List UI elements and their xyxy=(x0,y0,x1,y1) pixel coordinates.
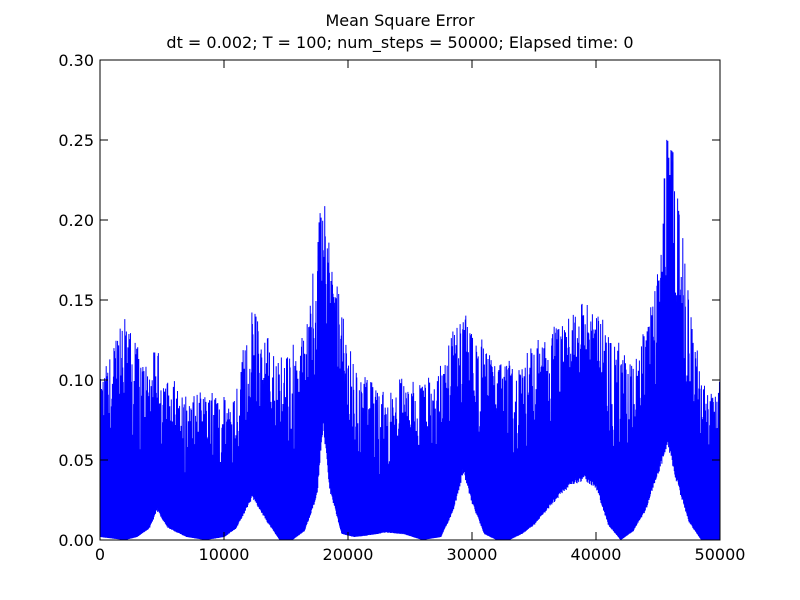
x-tick-label: 40000 xyxy=(571,545,622,564)
y-tick-label: 0.20 xyxy=(58,211,94,230)
y-tick-label: 0.05 xyxy=(58,451,94,470)
series-layer xyxy=(99,139,721,541)
y-tick-label: 0.00 xyxy=(58,531,94,550)
chart-subtitle: dt = 0.002; T = 100; num_steps = 50000; … xyxy=(166,33,633,53)
mse-series-line xyxy=(99,139,721,541)
y-tick-label: 0.10 xyxy=(58,371,94,390)
y-tick-label: 0.15 xyxy=(58,291,94,310)
x-tick-label: 50000 xyxy=(695,545,746,564)
x-tick-label: 20000 xyxy=(323,545,374,564)
ticks-layer: 0 10000 20000 30000 40000 50000 0.00 0.05 0.10 0.… xyxy=(58,51,745,564)
x-tick-label: 0 xyxy=(95,545,105,564)
x-tick-label: 30000 xyxy=(447,545,498,564)
y-tick-label: 0.25 xyxy=(58,131,94,150)
chart-title: Mean Square Error xyxy=(325,11,475,30)
y-tick-label: 0.30 xyxy=(58,51,94,70)
x-tick-label: 10000 xyxy=(199,545,250,564)
